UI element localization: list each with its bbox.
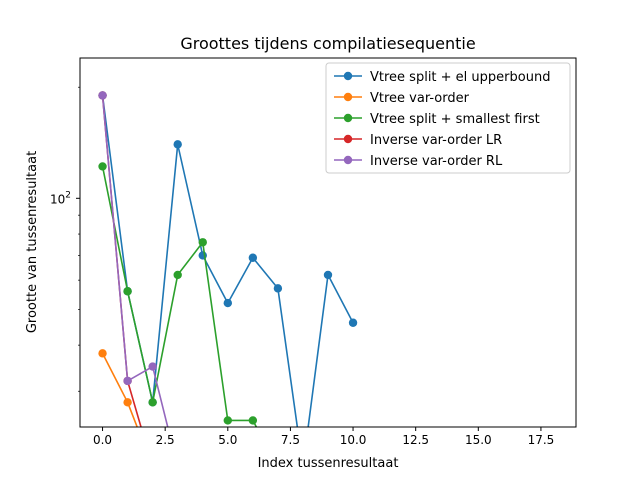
x-tick-label: 5.0 [218,433,237,447]
legend-marker [343,71,353,81]
data-point [348,318,358,327]
x-tick-label: 0.0 [93,433,112,447]
x-tick-label: 2.5 [156,433,175,447]
data-point [123,287,132,296]
legend-label: Vtree split + smallest first [370,112,540,127]
data-point [323,270,333,280]
legend-label: Inverse var-order RL [370,154,503,169]
legend-entry: Vtree var-order [334,91,470,106]
legend-marker [343,92,353,102]
data-point [98,349,107,358]
legend-label: Inverse var-order LR [370,133,502,148]
series-3 [98,162,258,427]
data-point [248,253,258,262]
data-point [223,416,232,425]
legend: Vtree split + el upperbound Vtree var-ord… [325,62,571,174]
legend-marker [343,134,353,144]
legend-marker [343,155,353,165]
legend-entry: Vtree split + smallest first [334,112,540,127]
x-axis-label: Index tussenresultaat [258,456,399,471]
data-point [273,284,283,293]
y-tick-label: 102 [50,190,71,206]
data-point [123,376,132,386]
legend-marker [343,113,353,123]
series-2 [98,349,139,427]
x-tick-label: 12.5 [402,433,429,447]
data-point [123,398,132,407]
data-point [98,162,107,171]
data-point [148,362,157,371]
legend-entry: Vtree split + el upperbound [334,70,550,85]
x-tick-label: 17.5 [528,433,555,447]
legend-entry: Inverse var-order RL [334,154,503,169]
data-point [223,298,232,308]
data-point [198,238,207,247]
x-tick-label: 10.0 [340,433,367,447]
legend-label: Vtree var-order [370,91,470,106]
x-tick-label: 15.0 [465,433,492,447]
data-point [173,270,182,280]
plot-frame [79,57,577,428]
legend-box [325,62,571,174]
data-point [248,416,258,425]
chart-title: Groottes tijdens compilatiesequentie [180,34,475,53]
data-point [148,398,157,407]
legend-label: Vtree split + el upperbound [370,70,550,85]
data-point [98,91,107,100]
legend-entry: Inverse var-order LR [334,133,502,148]
y-axis-label: Grootte van tussenresultaat [25,151,40,333]
series-5 [98,91,169,427]
x-tick-label: 7.5 [281,433,300,447]
data-point [173,140,182,149]
series-line [101,95,169,427]
